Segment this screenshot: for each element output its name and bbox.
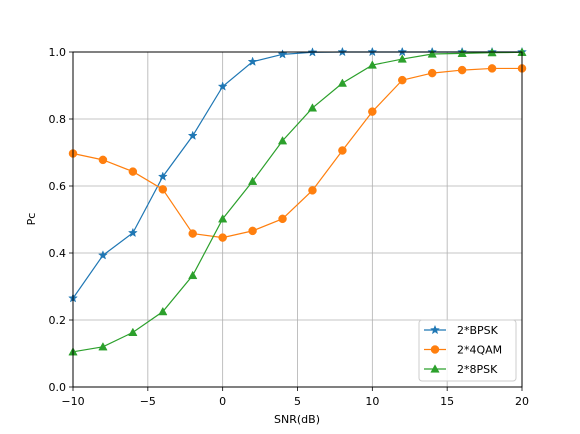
data-point (157, 171, 168, 181)
data-point (218, 214, 228, 223)
data-point (247, 56, 258, 66)
data-point (128, 167, 138, 176)
legend: 2*BPSK 2*4QAM 2*8PSK (418, 319, 517, 382)
data-point (158, 185, 168, 194)
legend-marker (430, 324, 440, 335)
data-point (308, 186, 317, 195)
data-point (457, 65, 467, 75)
y-tick-label: 0.2 (49, 314, 67, 327)
legend-marker (430, 345, 440, 354)
x-tick-label: −10 (61, 395, 84, 408)
data-point (307, 103, 318, 112)
series-lines (68, 46, 527, 356)
legend-entry: 2*BPSK (424, 324, 499, 337)
x-tick-label: 0 (219, 395, 226, 408)
data-point (98, 155, 108, 165)
y-axis-label: Pc (25, 213, 38, 226)
data-point (187, 130, 198, 140)
x-tick-label: 10 (365, 395, 379, 408)
series-2-4qam (68, 64, 527, 242)
data-point (338, 146, 347, 155)
x-axis-label: SNR(dB) (274, 413, 320, 426)
legend-label: 2*BPSK (457, 324, 499, 337)
data-point (128, 327, 138, 337)
data-point (248, 226, 257, 236)
x-tick-label: 20 (515, 395, 529, 408)
data-point (397, 54, 407, 63)
y-tick-label: 1.0 (49, 46, 67, 59)
data-point (127, 227, 138, 238)
data-point (337, 78, 348, 87)
series-line (72, 51, 523, 353)
data-point (98, 342, 108, 351)
x-tick-label: 5 (294, 395, 301, 408)
x-ticks: −10 −5 0 5 10 15 20 (61, 387, 529, 408)
y-tick-label: 0.8 (49, 113, 67, 126)
legend-label: 2*8PSK (457, 363, 498, 376)
data-point (277, 49, 288, 59)
data-point (487, 64, 497, 73)
data-point (97, 250, 108, 260)
legend-label: 2*4QAM (457, 344, 502, 357)
legend-box (418, 319, 517, 382)
data-point (427, 68, 437, 78)
data-point (427, 49, 437, 58)
data-point (367, 60, 377, 69)
series-line (72, 67, 522, 239)
legend-entry: 2*4QAM (424, 344, 502, 357)
y-ticks: 0.0 0.2 0.4 0.6 0.8 1.0 (49, 46, 73, 394)
legend-entry: 2*8PSK (424, 363, 498, 376)
y-tick-label: 0.6 (49, 180, 67, 193)
data-point (278, 214, 287, 224)
data-point (158, 306, 168, 316)
y-tick-label: 0.0 (49, 381, 67, 394)
y-tick-label: 0.4 (49, 247, 67, 260)
data-point (398, 75, 407, 85)
data-point (247, 176, 258, 185)
data-point (457, 48, 467, 57)
data-point (368, 107, 377, 116)
data-point (277, 136, 288, 145)
data-point (188, 270, 198, 280)
data-point (188, 229, 197, 238)
x-tick-label: 15 (440, 395, 454, 408)
x-tick-label: −5 (140, 395, 156, 408)
legend-marker (430, 364, 440, 373)
data-point (218, 233, 227, 242)
data-point (217, 81, 228, 91)
